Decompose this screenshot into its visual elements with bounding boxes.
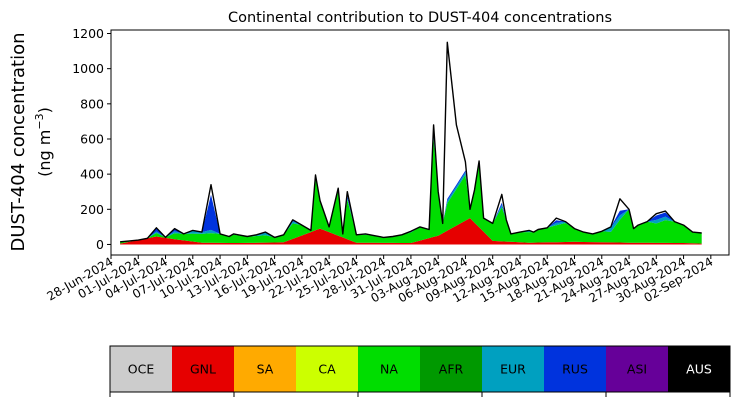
legend-swatch-gnl <box>172 346 235 392</box>
stacked-areas <box>120 41 702 245</box>
y-tick-label: 1200 <box>72 26 104 41</box>
legend-label-afr: AFR <box>439 362 464 377</box>
y-axis-unit-pre: (ng m <box>35 130 54 177</box>
legend-swatch-asi <box>606 346 669 392</box>
legend-label-ca: CA <box>318 362 336 377</box>
y-tick-label: 800 <box>80 96 104 111</box>
legend-swatch-na <box>358 346 421 392</box>
area-gnl <box>120 218 702 245</box>
area-na <box>120 138 702 244</box>
legend-swatch-oce <box>110 346 173 392</box>
y-tick-label: 600 <box>80 131 104 146</box>
legend-label-eur: EUR <box>500 362 526 377</box>
y-axis-label-main: DUST-404 concentration <box>8 32 29 251</box>
legend-label-gnl: GNL <box>190 362 216 377</box>
legend-swatch-ca <box>296 346 359 392</box>
legend-label-sa: SA <box>257 362 274 377</box>
total-line <box>120 41 702 243</box>
legend-swatch-aus <box>668 346 731 392</box>
plot-frame <box>110 29 730 256</box>
y-axis-unit-sup: −3 <box>33 113 46 129</box>
legend-label-rus: RUS <box>562 362 588 377</box>
y-tick-label: 0 <box>96 237 104 252</box>
legend-swatch-sa <box>234 346 297 392</box>
legend-label-asi: ASI <box>627 362 647 377</box>
y-tick-label: 400 <box>80 167 104 182</box>
y-axis-unit-post: ) <box>35 107 54 113</box>
y-axis-label: DUST-404 concentration (ng m−3) <box>8 32 54 251</box>
y-axis: 0 200 400 600 800 1000 1200 <box>72 26 111 252</box>
x-axis: 28-Jun-202401-Jul-202404-Jul-202407-Jul-… <box>45 254 716 305</box>
chart-title: Continental contribution to DUST-404 con… <box>228 10 612 26</box>
legend-swatch-eur <box>482 346 545 392</box>
legend-frame <box>109 345 731 393</box>
y-tick-label: 1000 <box>72 61 104 76</box>
legend-swatch-rus <box>544 346 607 392</box>
legend-label-na: NA <box>380 362 398 377</box>
legend-label-oce: OCE <box>128 362 155 377</box>
legend: OCE GNL SA CA NA AFR EUR RUS ASI AUS <box>109 345 731 397</box>
legend-swatch-afr <box>420 346 483 392</box>
legend-label-aus: AUS <box>686 362 712 377</box>
y-tick-label: 200 <box>80 202 104 217</box>
y-axis-label-unit: (ng m−3) <box>33 107 54 177</box>
